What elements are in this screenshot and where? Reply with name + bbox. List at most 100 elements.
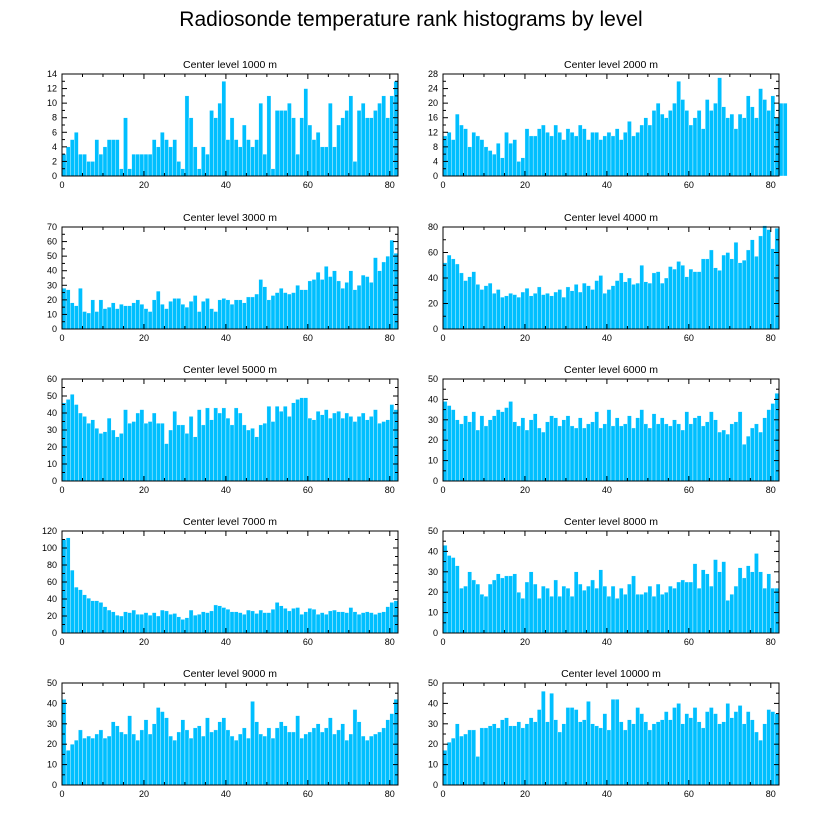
bar <box>373 614 378 634</box>
y-tick-label: 20 <box>428 299 438 309</box>
bar <box>619 139 624 177</box>
bar <box>725 433 731 482</box>
bar <box>762 99 767 177</box>
y-tick-label: 0 <box>52 628 57 638</box>
y-tick-label: 0 <box>52 780 57 790</box>
bar <box>283 725 288 786</box>
bar <box>299 289 304 330</box>
bar <box>664 423 669 482</box>
bar <box>553 417 558 482</box>
bar <box>754 256 759 330</box>
bar <box>512 421 517 482</box>
bar <box>307 608 313 634</box>
bar <box>553 291 558 330</box>
bar <box>655 721 661 786</box>
y-tick-label: 8 <box>52 113 57 123</box>
bar <box>324 146 329 177</box>
bar <box>356 721 362 786</box>
bar <box>504 407 509 482</box>
bar <box>491 723 497 786</box>
bar <box>700 727 706 786</box>
bar <box>250 701 255 786</box>
bar <box>709 411 714 482</box>
bar <box>262 153 268 177</box>
bar <box>508 293 513 330</box>
x-tick-label: 60 <box>303 789 313 799</box>
bar <box>217 605 222 634</box>
bar <box>299 614 304 634</box>
bar <box>94 733 100 786</box>
bar <box>635 417 640 482</box>
bar <box>483 146 489 177</box>
bar <box>573 571 579 634</box>
bar <box>598 569 603 634</box>
bar <box>291 292 296 330</box>
bar <box>606 132 612 177</box>
y-tick-label: 10 <box>47 459 57 469</box>
bar <box>324 409 329 482</box>
x-tick-label: 0 <box>59 180 64 190</box>
bar <box>623 729 628 786</box>
bar <box>692 271 698 330</box>
bar <box>664 117 669 177</box>
panel-7: Center level 7000 m 0 20 40 60 80 0 20 40 60 80 100… <box>42 516 399 647</box>
bar <box>692 707 698 786</box>
bar <box>344 612 350 634</box>
bar <box>516 161 522 177</box>
bar <box>266 406 272 482</box>
x-tick-label: 0 <box>440 789 445 799</box>
bar <box>151 299 157 330</box>
bar <box>721 106 726 177</box>
x-tick-label: 20 <box>520 333 530 343</box>
bar <box>578 721 583 786</box>
y-tick-label: 40 <box>47 408 57 418</box>
bar <box>303 611 309 634</box>
bar <box>537 598 542 634</box>
bar <box>643 423 649 482</box>
y-tick-label: 30 <box>428 719 438 729</box>
x-tick-label: 60 <box>684 789 694 799</box>
bar <box>623 594 628 634</box>
bar <box>381 95 386 177</box>
bar <box>352 421 358 482</box>
bar <box>655 583 661 634</box>
panel-title: Center level 6000 m <box>564 364 658 376</box>
bar <box>254 613 259 634</box>
bar <box>762 587 767 634</box>
bar <box>348 607 354 634</box>
bar <box>303 88 309 177</box>
bar <box>627 277 632 330</box>
bar <box>446 555 452 634</box>
bar <box>606 289 612 330</box>
bar <box>65 537 71 634</box>
bar <box>639 124 644 177</box>
bar <box>233 139 239 177</box>
bar <box>348 95 354 177</box>
main-title: Radiosonde temperature rank histograms b… <box>179 8 643 31</box>
bar <box>569 707 575 786</box>
bar <box>278 110 284 177</box>
bar <box>528 717 534 786</box>
x-tick-label: 80 <box>385 485 395 495</box>
bar <box>561 723 567 786</box>
bar <box>717 571 722 634</box>
bar <box>143 308 149 330</box>
bar <box>324 266 329 330</box>
bar <box>668 719 673 786</box>
bar <box>717 431 722 482</box>
bar <box>287 416 292 482</box>
bar <box>520 417 526 482</box>
bar <box>549 295 554 330</box>
bar <box>258 102 263 177</box>
bar <box>270 737 276 786</box>
bar <box>98 729 104 786</box>
bar <box>258 733 263 786</box>
y-tick-label: 30 <box>47 719 57 729</box>
bar <box>446 405 452 482</box>
x-tick-label: 80 <box>385 180 395 190</box>
x-tick-label: 20 <box>139 485 149 495</box>
bar <box>110 721 116 786</box>
bar <box>631 135 636 177</box>
bar <box>197 409 202 482</box>
bar <box>549 693 554 786</box>
